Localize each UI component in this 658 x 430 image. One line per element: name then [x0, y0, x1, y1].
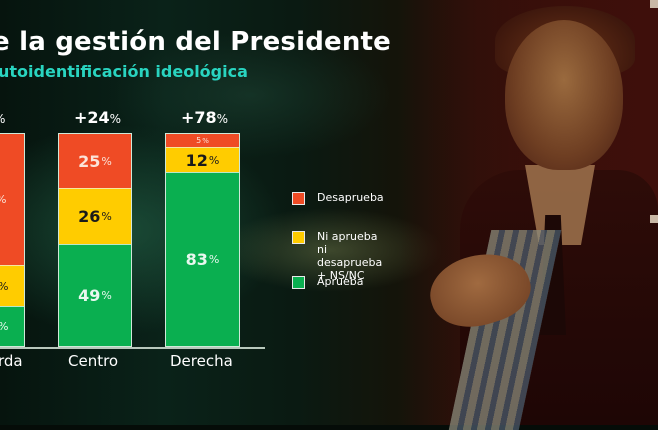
- net-label-izquierda: %: [0, 108, 5, 127]
- net-label-centro: +24%: [74, 108, 122, 127]
- segment-neutral: %: [0, 265, 24, 306]
- net-label-derecha: +78%: [181, 108, 229, 127]
- bar-izquierda: % % %: [0, 133, 25, 347]
- legend-swatch-neutral: [292, 231, 305, 244]
- category-label-izquierda: rda: [0, 352, 23, 370]
- segment-aprueba: 49%: [59, 244, 131, 346]
- chart-title: e la gestión del Presidente: [0, 27, 392, 57]
- edge-marker-top: [650, 0, 658, 8]
- segment-aprueba: 83%: [166, 172, 239, 346]
- category-label-centro: Centro: [68, 352, 119, 370]
- segment-desaprueba: %: [0, 134, 24, 265]
- legend-swatch-aprueba: [292, 276, 305, 289]
- segment-neutral: 26%: [59, 188, 131, 244]
- photo-head: [505, 20, 623, 170]
- segment-neutral: 12%: [166, 147, 239, 172]
- legend-item-aprueba: Aprueba: [292, 275, 387, 289]
- edge-marker-middle: [650, 215, 658, 223]
- legend-item-neutral: Ni aprueba ni desaprueba + NS/NC: [292, 230, 387, 282]
- segment-desaprueba: 5%: [166, 134, 239, 147]
- chart-subtitle: utoidentificación ideológica: [0, 62, 248, 81]
- category-label-derecha: Derecha: [170, 352, 233, 370]
- bar-centro: 25% 26% 49%: [58, 133, 132, 347]
- bar-derecha: 5% 12% 83%: [165, 133, 240, 347]
- x-axis-line: [0, 347, 265, 349]
- segment-desaprueba: 25%: [59, 134, 131, 188]
- segment-aprueba: %: [0, 306, 24, 346]
- legend-item-desaprueba: Desaprueba: [292, 191, 387, 205]
- legend-swatch-desaprueba: [292, 192, 305, 205]
